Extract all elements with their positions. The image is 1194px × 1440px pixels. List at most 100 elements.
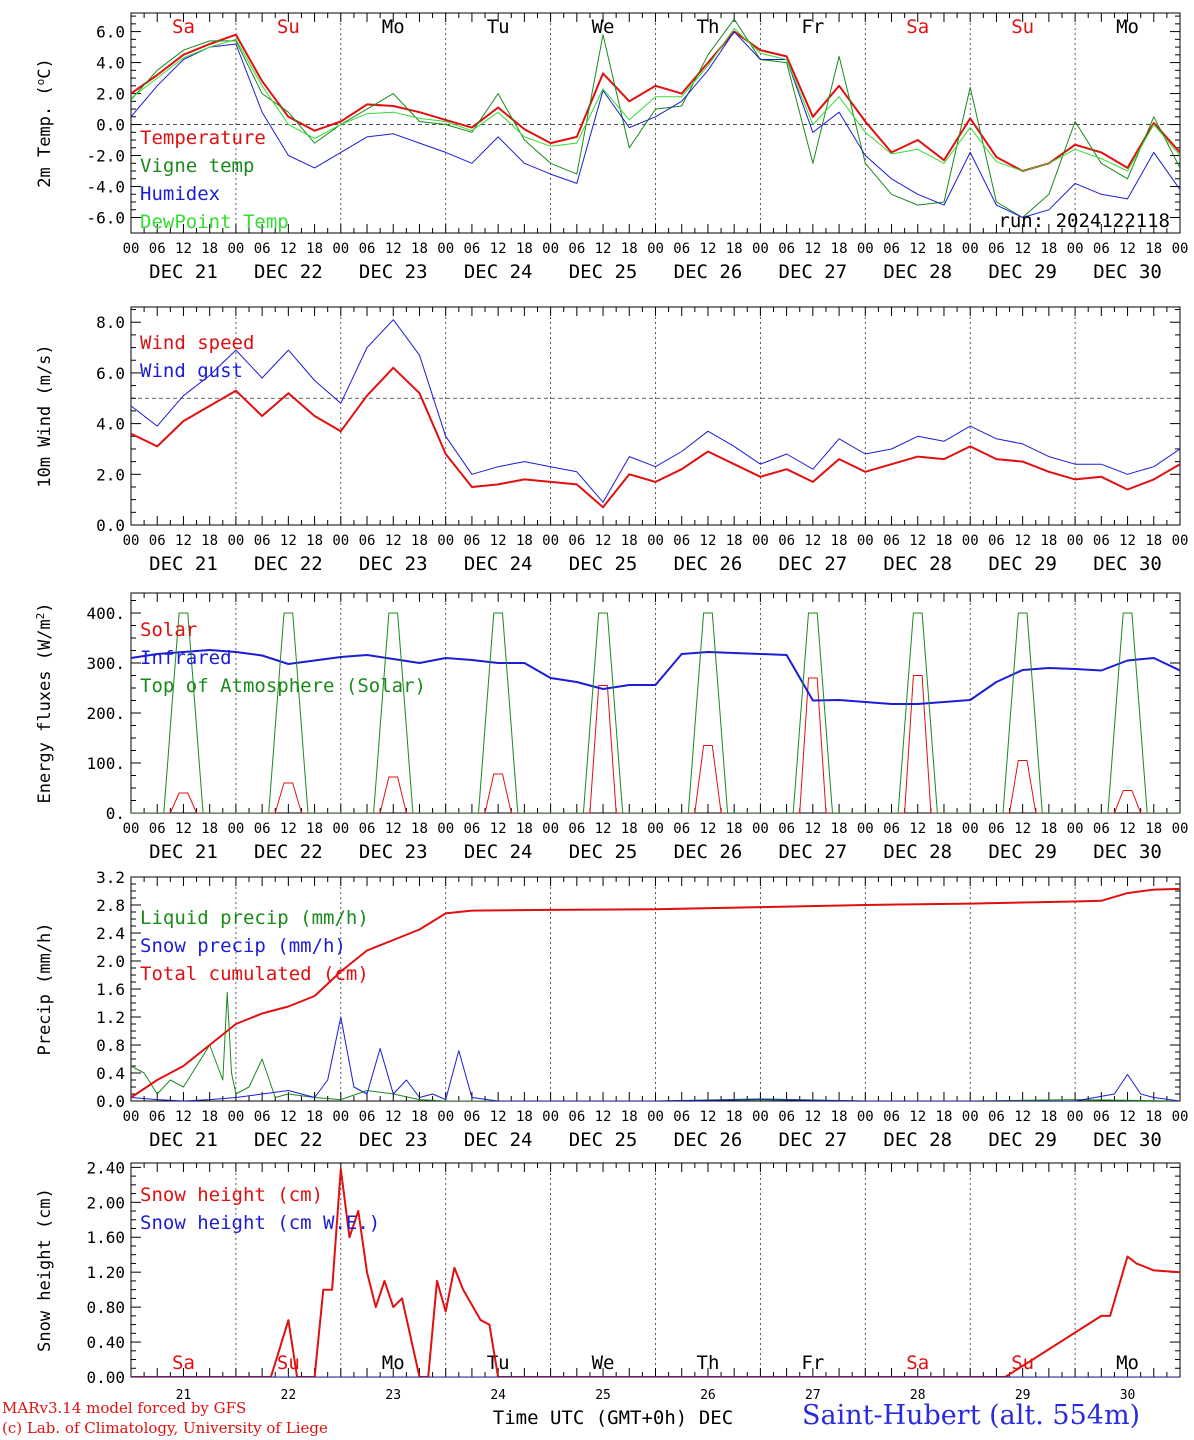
hour-label: 00 <box>647 1109 664 1125</box>
hour-label: 00 <box>1172 241 1189 257</box>
y-tick-label: 3.2 <box>96 868 125 887</box>
station-title: Saint-Hubert (alt. 554m) <box>802 1400 1141 1431</box>
date-label: DEC 21 <box>149 1129 218 1151</box>
hour-label: 18 <box>1040 1109 1057 1125</box>
legend-entry: Temperature <box>140 127 266 149</box>
hour-label: 18 <box>831 533 848 549</box>
y-tick-label: 0.8 <box>96 1036 125 1055</box>
hour-label: 18 <box>411 533 428 549</box>
hour-label: 18 <box>1145 821 1162 837</box>
y-tick-label: -2.0 <box>86 147 125 166</box>
date-label: DEC 23 <box>359 261 428 283</box>
hour-label: 00 <box>437 821 454 837</box>
run-annotation: run: 2024122118 <box>998 210 1170 232</box>
day-name: We <box>592 1352 615 1374</box>
hour-label: 00 <box>962 241 979 257</box>
y-tick-label: 0.00 <box>86 1368 125 1387</box>
y-tick-label: 0.0 <box>96 116 125 135</box>
hour-label: 00 <box>1067 821 1084 837</box>
bottom-day-number: 21 <box>176 1388 192 1403</box>
hour-label: 00 <box>542 1109 559 1125</box>
hour-label: 18 <box>411 821 428 837</box>
y-tick-label: 1.6 <box>96 980 125 999</box>
day-name: Fr <box>801 1352 824 1374</box>
hour-label: 00 <box>857 533 874 549</box>
date-label: DEC 24 <box>464 1129 533 1151</box>
hour-label: 06 <box>463 821 480 837</box>
date-label: DEC 25 <box>569 261 638 283</box>
hour-label: 00 <box>123 1109 140 1125</box>
day-name: Sa <box>906 16 929 38</box>
hour-label: 12 <box>1014 241 1031 257</box>
hour-label: 06 <box>568 533 585 549</box>
hour-label: 06 <box>883 241 900 257</box>
y-tick-label: 2.4 <box>96 924 125 943</box>
hour-label: 12 <box>700 1109 717 1125</box>
hour-label: 06 <box>883 821 900 837</box>
hour-label: 18 <box>831 241 848 257</box>
hour-label: 06 <box>149 821 166 837</box>
hour-label: 00 <box>752 533 769 549</box>
hour-label: 12 <box>175 533 192 549</box>
x-axis-month: DEC <box>699 1407 733 1429</box>
hour-label: 00 <box>1067 241 1084 257</box>
hour-label: 12 <box>1119 821 1136 837</box>
date-label: DEC 22 <box>254 1129 323 1151</box>
hour-label: 00 <box>332 533 349 549</box>
y-tick-label: 0.40 <box>86 1333 125 1352</box>
date-label: DEC 27 <box>779 841 848 863</box>
hour-label: 12 <box>804 821 821 837</box>
series-line-humidex <box>131 31 1180 218</box>
hour-label: 18 <box>726 241 743 257</box>
hour-label: 18 <box>1040 241 1057 257</box>
hour-label: 06 <box>673 1109 690 1125</box>
date-label: DEC 30 <box>1093 553 1162 575</box>
x-axis-title: Time UTC (GMT+0h) <box>493 1407 687 1429</box>
date-label: DEC 23 <box>359 553 428 575</box>
y-axis-label: Energy fluxes (W/m2) <box>34 602 56 803</box>
y-tick-label: 1.20 <box>86 1263 125 1282</box>
hour-label: 06 <box>149 533 166 549</box>
hour-label: 18 <box>411 1109 428 1125</box>
date-label: DEC 26 <box>674 1129 743 1151</box>
hour-label: 06 <box>463 1109 480 1125</box>
hour-label: 00 <box>962 533 979 549</box>
hour-label: 00 <box>227 1109 244 1125</box>
hour-label: 00 <box>1172 1109 1189 1125</box>
series-line-wind-speed <box>131 366 1180 509</box>
hour-label: 18 <box>936 533 953 549</box>
hour-label: 12 <box>280 241 297 257</box>
date-label: DEC 22 <box>254 261 323 283</box>
hour-label: 12 <box>490 1109 507 1125</box>
date-label: DEC 26 <box>674 553 743 575</box>
hour-label: 00 <box>752 1109 769 1125</box>
bottom-day-number: 25 <box>595 1388 611 1403</box>
hour-label: 06 <box>568 821 585 837</box>
panel-5: 0.00 0.40 0.80 1.20 1.60 2.00 2.40 Snow height … <box>35 1158 1181 1429</box>
y-tick-label: 2.40 <box>86 1158 125 1177</box>
day-name: Su <box>1011 16 1034 38</box>
series-line-snow-precip-mm-h <box>131 1016 1180 1101</box>
hour-label: 00 <box>227 533 244 549</box>
hour-label: 12 <box>385 241 402 257</box>
hour-label: 00 <box>962 1109 979 1125</box>
hour-label: 00 <box>332 1109 349 1125</box>
hour-label: 00 <box>647 241 664 257</box>
date-label: DEC 21 <box>149 841 218 863</box>
hour-label: 12 <box>1014 1109 1031 1125</box>
hour-label: 18 <box>516 533 533 549</box>
model-credit: MARv3.14 model forced by GFS <box>2 1399 247 1417</box>
hour-label: 00 <box>332 821 349 837</box>
y-tick-label: 2.0 <box>96 952 125 971</box>
y-tick-label: 6.0 <box>96 364 125 383</box>
date-label: DEC 28 <box>883 553 952 575</box>
hour-label: 12 <box>700 241 717 257</box>
hour-label: 18 <box>831 821 848 837</box>
date-label: DEC 30 <box>1093 1129 1162 1151</box>
y-tick-label: -4.0 <box>86 178 125 197</box>
hour-label: 06 <box>673 533 690 549</box>
hour-label: 18 <box>516 821 533 837</box>
hour-label: 12 <box>1119 533 1136 549</box>
hour-label: 06 <box>988 241 1005 257</box>
day-name: Sa <box>172 16 195 38</box>
